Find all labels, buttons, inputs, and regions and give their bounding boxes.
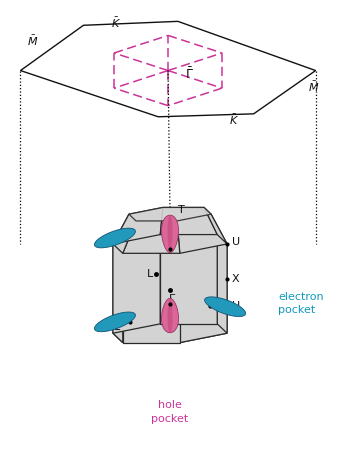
Text: $\Gamma$: $\Gamma$ <box>168 292 176 304</box>
Polygon shape <box>113 244 123 343</box>
Text: X: X <box>232 274 240 284</box>
Text: U: U <box>232 301 240 311</box>
Text: $\bar{K}$: $\bar{K}$ <box>111 16 121 30</box>
Text: T: T <box>178 204 185 215</box>
Polygon shape <box>123 253 180 343</box>
Polygon shape <box>167 215 173 253</box>
Text: hole
pocket: hole pocket <box>151 400 189 423</box>
Polygon shape <box>177 214 227 253</box>
Text: L: L <box>220 303 227 313</box>
Polygon shape <box>162 298 178 333</box>
Polygon shape <box>123 221 180 253</box>
Polygon shape <box>162 215 178 253</box>
Polygon shape <box>180 244 227 343</box>
Polygon shape <box>204 207 227 244</box>
Text: L: L <box>146 269 153 279</box>
Polygon shape <box>167 298 173 333</box>
Text: L: L <box>114 322 120 331</box>
Polygon shape <box>113 235 160 333</box>
Polygon shape <box>160 207 217 235</box>
Text: electron
pocket: electron pocket <box>278 292 324 315</box>
Text: $\bar{K}$: $\bar{K}$ <box>229 113 239 127</box>
Polygon shape <box>113 214 136 253</box>
Text: U: U <box>232 237 240 247</box>
Polygon shape <box>129 207 211 221</box>
Text: $\bar{M}$: $\bar{M}$ <box>27 34 38 48</box>
Polygon shape <box>160 235 217 324</box>
Text: $\bar{M}$: $\bar{M}$ <box>308 80 319 94</box>
Polygon shape <box>94 312 135 331</box>
Polygon shape <box>217 235 227 333</box>
Polygon shape <box>113 207 163 244</box>
Polygon shape <box>113 324 227 343</box>
Polygon shape <box>205 297 246 317</box>
Polygon shape <box>94 228 135 248</box>
Polygon shape <box>21 21 316 117</box>
Text: L: L <box>114 235 120 245</box>
Text: $\bar{\Gamma}$: $\bar{\Gamma}$ <box>185 67 194 82</box>
